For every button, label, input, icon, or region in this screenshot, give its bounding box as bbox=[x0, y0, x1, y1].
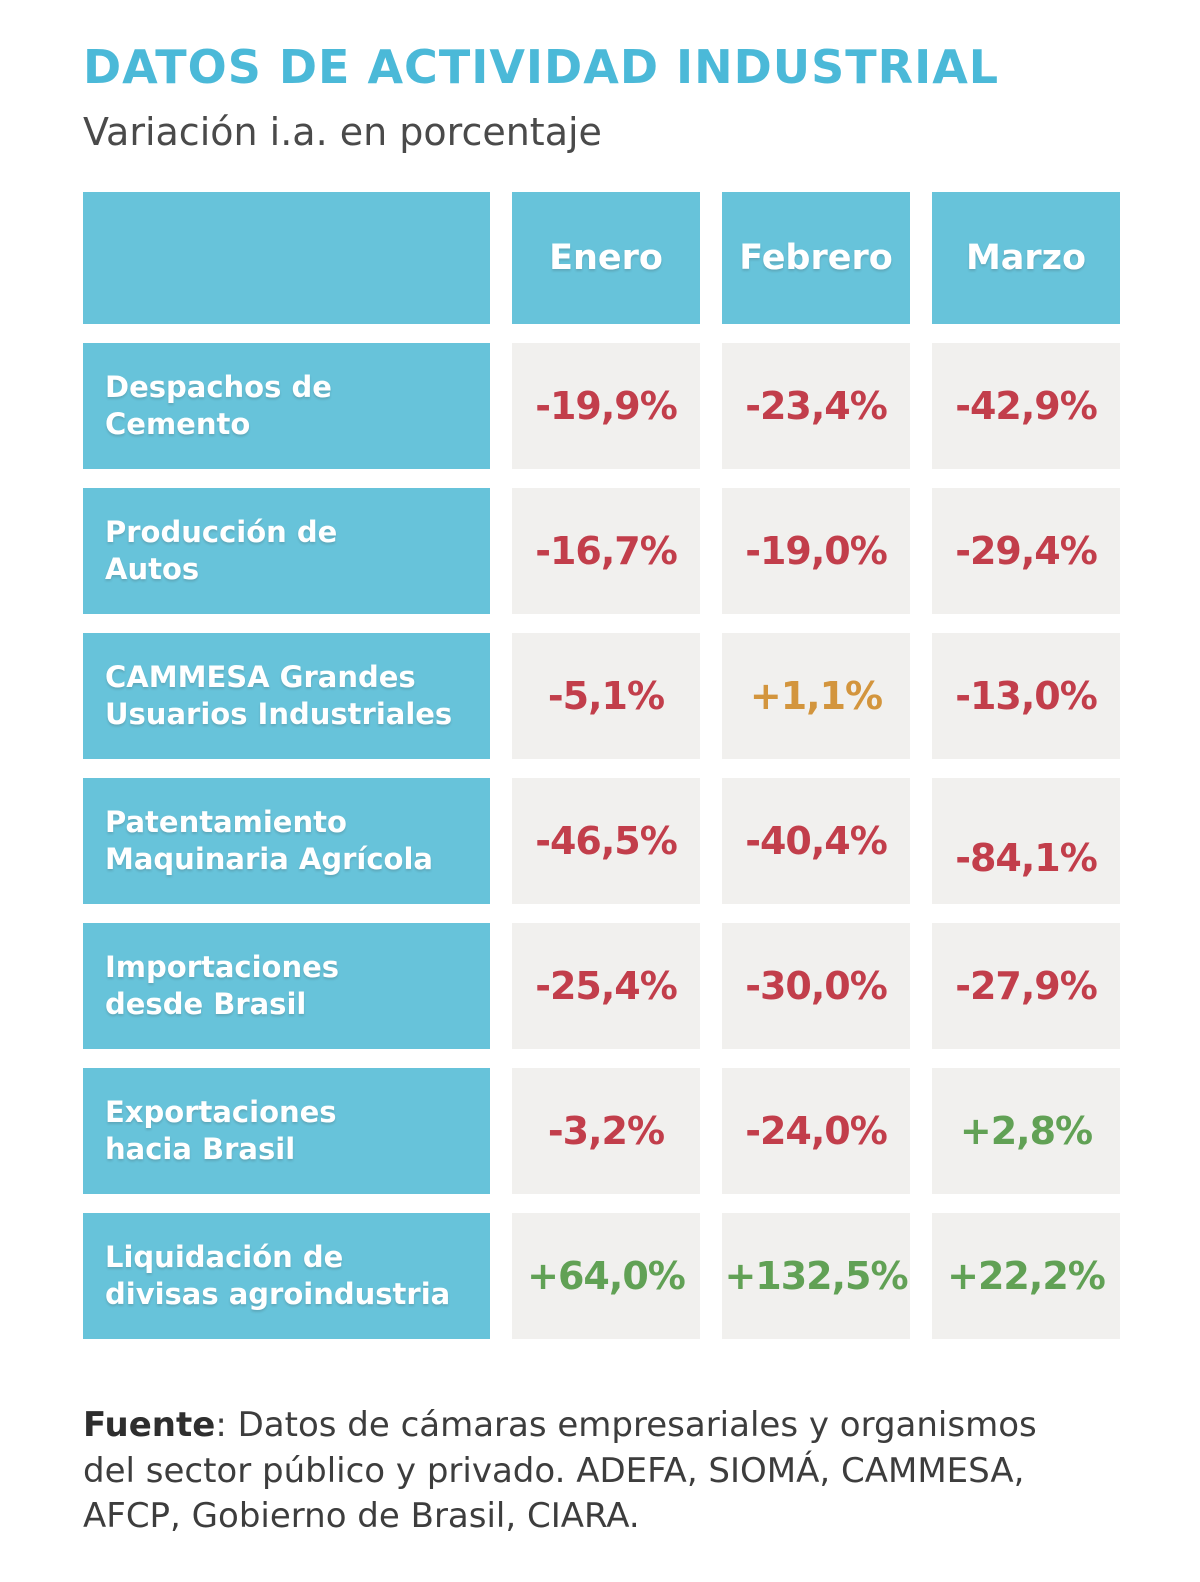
value-liquidacion-divisas-febrero: +132,5% bbox=[722, 1213, 910, 1339]
value-cammesa-usuarios-enero: -5,1% bbox=[512, 633, 700, 759]
value-patentamiento-maquinaria-enero: -46,5% bbox=[512, 778, 700, 904]
source-line-3: AFCP, Gobierno de Brasil, CIARA. bbox=[83, 1496, 640, 1537]
value-cammesa-usuarios-febrero: +1,1% bbox=[722, 633, 910, 759]
value-produccion-autos-febrero: -19,0% bbox=[722, 488, 910, 614]
page-subtitle: Variación i.a. en porcentaje bbox=[83, 110, 602, 154]
row-label-exportaciones-brasil: Exportaciones hacia Brasil bbox=[83, 1068, 490, 1194]
value-patentamiento-maquinaria-febrero: -40,4% bbox=[722, 778, 910, 904]
value-produccion-autos-enero: -16,7% bbox=[512, 488, 700, 614]
column-header-febrero: Febrero bbox=[722, 192, 910, 324]
source-note: Fuente: Datos de cámaras empresariales y… bbox=[83, 1403, 1140, 1540]
source-line-1: Fuente: Datos de cámaras empresariales y… bbox=[83, 1405, 1037, 1445]
value-cammesa-usuarios-marzo: -13,0% bbox=[932, 633, 1120, 759]
infographic-page: DATOS DE ACTIVIDAD INDUSTRIAL Variación … bbox=[83, 40, 1140, 1540]
value-exportaciones-brasil-enero: -3,2% bbox=[512, 1068, 700, 1194]
value-exportaciones-brasil-febrero: -24,0% bbox=[722, 1068, 910, 1194]
row-label-patentamiento-maquinaria: Patentamiento Maquinaria Agrícola bbox=[83, 778, 490, 904]
source-line-2: del sector público y privado. ADEFA, SIO… bbox=[83, 1450, 1025, 1491]
value-patentamiento-maquinaria-marzo: -84,1% bbox=[932, 778, 1120, 904]
row-label-produccion-autos: Producción de Autos bbox=[83, 488, 490, 614]
row-label-liquidacion-divisas: Liquidación de divisas agroindustria bbox=[83, 1213, 490, 1339]
value-despachos-cemento-febrero: -23,4% bbox=[722, 343, 910, 469]
value-despachos-cemento-marzo: -42,9% bbox=[932, 343, 1120, 469]
source-label: Fuente bbox=[83, 1405, 216, 1445]
value-importaciones-brasil-enero: -25,4% bbox=[512, 923, 700, 1049]
page-title: DATOS DE ACTIVIDAD INDUSTRIAL bbox=[83, 40, 1000, 94]
value-liquidacion-divisas-enero: +64,0% bbox=[512, 1213, 700, 1339]
value-importaciones-brasil-marzo: -27,9% bbox=[932, 923, 1120, 1049]
column-header-enero: Enero bbox=[512, 192, 700, 324]
column-header-marzo: Marzo bbox=[932, 192, 1120, 324]
industrial-activity-table: Enero Febrero Marzo Despachos de Cemento… bbox=[83, 192, 1120, 1339]
table-corner-cell bbox=[83, 192, 490, 324]
value-liquidacion-divisas-marzo: +22,2% bbox=[932, 1213, 1120, 1339]
row-label-importaciones-brasil: Importaciones desde Brasil bbox=[83, 923, 490, 1049]
value-despachos-cemento-enero: -19,9% bbox=[512, 343, 700, 469]
row-label-despachos-cemento: Despachos de Cemento bbox=[83, 343, 490, 469]
value-importaciones-brasil-febrero: -30,0% bbox=[722, 923, 910, 1049]
value-produccion-autos-marzo: -29,4% bbox=[932, 488, 1120, 614]
row-label-cammesa-usuarios: CAMMESA Grandes Usuarios Industriales bbox=[83, 633, 490, 759]
value-exportaciones-brasil-marzo: +2,8% bbox=[932, 1068, 1120, 1194]
